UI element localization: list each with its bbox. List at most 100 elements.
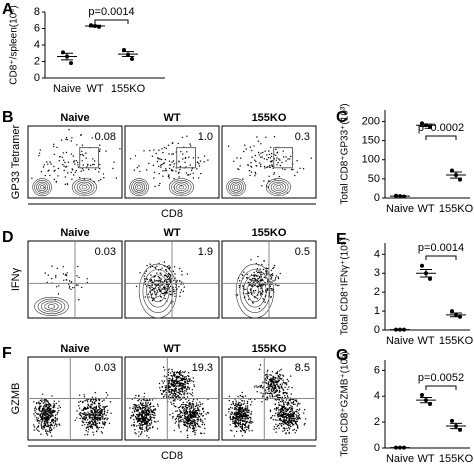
event-dot — [76, 284, 77, 285]
event-dot — [194, 432, 195, 433]
event-dot — [254, 272, 255, 273]
event-dot — [257, 387, 258, 388]
event-dot — [296, 430, 297, 431]
y-tick-label: 200 — [362, 115, 380, 127]
event-dot — [282, 168, 283, 169]
event-dot — [164, 375, 165, 376]
event-dot — [67, 172, 68, 173]
event-dot — [240, 158, 241, 159]
event-dot — [240, 426, 241, 427]
event-dot — [149, 287, 150, 288]
event-dot — [286, 384, 287, 385]
event-dot — [48, 405, 49, 406]
y-axis-label: GP33 Tetramer — [10, 124, 22, 199]
event-dot — [76, 275, 77, 276]
event-dot — [92, 408, 93, 409]
event-dot — [63, 165, 64, 166]
event-dot — [192, 431, 193, 432]
event-dot — [277, 426, 278, 427]
gate-value: 0.3 — [295, 131, 310, 143]
event-dot — [159, 173, 160, 174]
event-dot — [262, 387, 263, 388]
event-dot — [183, 410, 184, 411]
event-dot — [186, 172, 187, 173]
event-dot — [202, 409, 203, 410]
event-dot — [41, 422, 42, 423]
event-dot — [188, 372, 189, 373]
event-dot — [190, 423, 191, 424]
event-dot — [43, 419, 44, 420]
event-dot — [143, 416, 144, 417]
event-dot — [177, 385, 178, 386]
event-dot — [159, 158, 160, 159]
event-dot — [275, 419, 276, 420]
event-dot — [283, 421, 284, 422]
event-dot — [164, 147, 165, 148]
event-dot — [240, 431, 241, 432]
event-dot — [104, 418, 105, 419]
event-dot — [173, 384, 174, 385]
event-dot — [143, 411, 144, 412]
event-dot — [162, 387, 163, 388]
event-dot — [62, 157, 63, 158]
event-dot — [245, 426, 246, 427]
event-dot — [136, 414, 137, 415]
event-dot — [193, 399, 194, 400]
event-dot — [36, 417, 37, 418]
event-dot — [193, 384, 194, 385]
event-dot — [251, 150, 252, 151]
event-dot — [184, 422, 185, 423]
event-dot — [161, 380, 162, 381]
event-dot — [274, 426, 275, 427]
event-dot — [169, 281, 170, 282]
event-dot — [172, 393, 173, 394]
event-dot — [298, 416, 299, 417]
event-dot — [65, 274, 66, 275]
event-dot — [82, 401, 83, 402]
event-dot — [194, 419, 195, 420]
event-dot — [45, 406, 46, 407]
event-dot — [57, 413, 58, 414]
event-dot — [166, 271, 167, 272]
event-dot — [159, 383, 160, 384]
event-dot — [289, 424, 290, 425]
event-dot — [271, 156, 272, 157]
event-dot — [272, 396, 273, 397]
event-dot — [78, 277, 79, 278]
event-dot — [282, 383, 283, 384]
event-dot — [106, 392, 107, 393]
event-dot — [53, 146, 54, 147]
event-dot — [50, 430, 51, 431]
event-dot — [164, 298, 165, 299]
event-dot — [295, 400, 296, 401]
event-dot — [291, 393, 292, 394]
event-dot — [234, 422, 235, 423]
event-dot — [174, 291, 175, 292]
event-dot — [269, 154, 270, 155]
event-dot — [46, 409, 47, 410]
event-dot — [165, 389, 166, 390]
event-dot — [175, 390, 176, 391]
event-dot — [272, 273, 273, 274]
event-dot — [92, 397, 93, 398]
plot-title: WT — [163, 227, 180, 239]
event-dot — [176, 383, 177, 384]
event-dot — [282, 417, 283, 418]
event-dot — [158, 287, 159, 288]
event-dot — [263, 269, 264, 270]
event-dot — [63, 266, 64, 267]
event-dot — [259, 269, 260, 270]
event-dot — [239, 402, 240, 403]
event-dot — [260, 288, 261, 289]
event-dot — [247, 407, 248, 408]
event-dot — [50, 422, 51, 423]
event-dot — [54, 154, 55, 155]
event-dot — [197, 399, 198, 400]
event-dot — [39, 421, 40, 422]
event-dot — [143, 405, 144, 406]
event-dot — [98, 409, 99, 410]
event-dot — [265, 399, 266, 400]
event-dot — [136, 425, 137, 426]
event-dot — [287, 397, 288, 398]
event-dot — [189, 412, 190, 413]
